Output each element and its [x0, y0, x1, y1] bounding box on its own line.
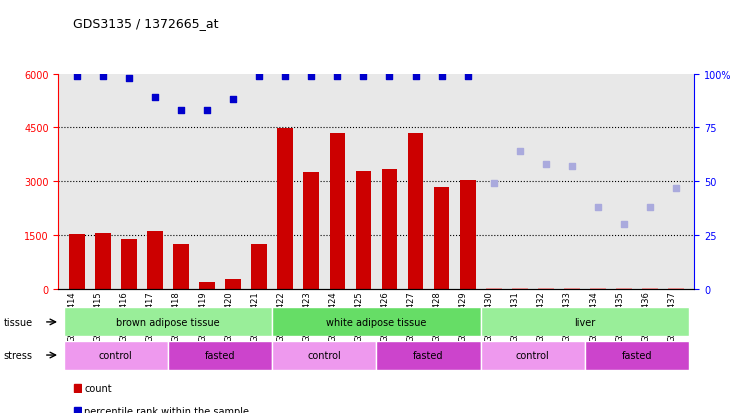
Text: fasted: fasted	[413, 350, 444, 360]
Bar	[564, 288, 580, 289]
Point	[306, 73, 317, 80]
Point	[279, 73, 291, 80]
FancyBboxPatch shape	[481, 308, 689, 337]
Bar	[616, 288, 632, 289]
Text: white adipose tissue: white adipose tissue	[326, 317, 427, 327]
Bar	[121, 240, 137, 289]
Bar	[512, 288, 528, 289]
Bar	[433, 187, 450, 289]
Bar	[382, 169, 398, 289]
Point	[436, 73, 447, 80]
Text: percentile rank within the sample: percentile rank within the sample	[84, 406, 249, 413]
Point	[618, 221, 630, 228]
Bar	[538, 288, 553, 289]
Point	[227, 97, 239, 103]
Text: GDS3135 / 1372665_at: GDS3135 / 1372665_at	[73, 17, 219, 29]
Point	[149, 95, 161, 101]
Text: control: control	[308, 350, 341, 360]
Bar	[251, 244, 267, 289]
Bar	[200, 282, 215, 289]
Point	[201, 107, 213, 114]
Bar	[330, 133, 345, 289]
Bar	[95, 233, 110, 289]
Bar	[278, 129, 293, 289]
Bar	[408, 133, 423, 289]
Text: control: control	[99, 350, 133, 360]
Text: fasted: fasted	[622, 350, 652, 360]
Text: count: count	[84, 383, 112, 393]
Point	[540, 161, 552, 168]
FancyBboxPatch shape	[168, 341, 272, 370]
Bar	[147, 231, 163, 289]
Bar	[74, 407, 81, 413]
Point	[592, 204, 604, 211]
Bar	[668, 288, 684, 289]
Point	[175, 107, 187, 114]
Point	[357, 73, 369, 80]
Bar	[303, 173, 319, 289]
Text: brown adipose tissue: brown adipose tissue	[116, 317, 220, 327]
Point	[97, 73, 109, 80]
Point	[514, 148, 526, 155]
Bar	[74, 384, 81, 392]
Point	[670, 185, 682, 192]
Bar	[460, 181, 475, 289]
FancyBboxPatch shape	[272, 308, 481, 337]
FancyBboxPatch shape	[481, 341, 585, 370]
Text: tissue: tissue	[4, 317, 33, 327]
Text: stress: stress	[4, 350, 33, 360]
Point	[71, 73, 83, 80]
FancyBboxPatch shape	[272, 341, 376, 370]
Point	[409, 73, 421, 80]
Point	[566, 164, 577, 170]
FancyBboxPatch shape	[376, 341, 481, 370]
Text: fasted: fasted	[205, 350, 235, 360]
Point	[488, 180, 499, 187]
Bar	[486, 288, 501, 289]
Bar	[69, 234, 85, 289]
Point	[123, 75, 135, 82]
Point	[384, 73, 395, 80]
Bar	[590, 288, 606, 289]
Point	[254, 73, 265, 80]
FancyBboxPatch shape	[64, 308, 272, 337]
FancyBboxPatch shape	[585, 341, 689, 370]
Bar	[643, 288, 658, 289]
Text: control: control	[516, 350, 550, 360]
Point	[462, 73, 474, 80]
Point	[332, 73, 344, 80]
FancyBboxPatch shape	[64, 341, 168, 370]
Point	[644, 204, 656, 211]
Bar	[355, 172, 371, 289]
Bar	[173, 244, 189, 289]
Text: liver: liver	[575, 317, 596, 327]
Bar	[225, 279, 241, 289]
